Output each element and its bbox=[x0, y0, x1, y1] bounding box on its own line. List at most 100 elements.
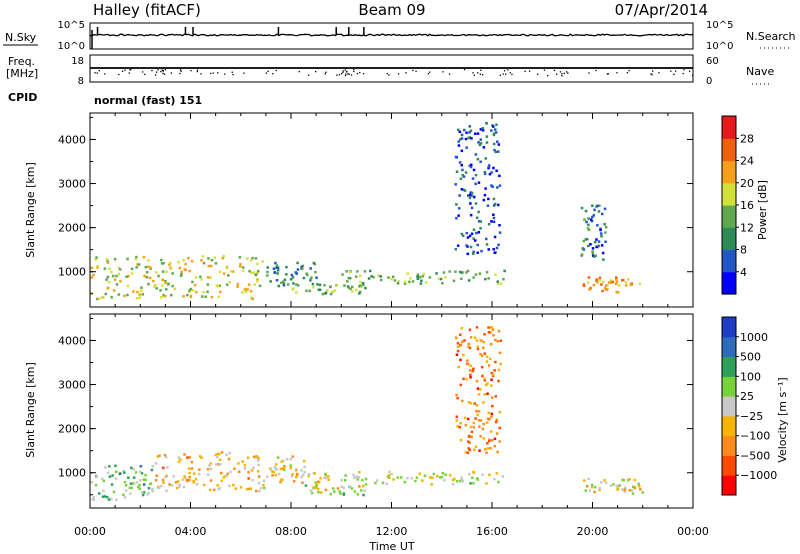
velocity-cell bbox=[188, 471, 191, 475]
nave-dot bbox=[96, 72, 98, 74]
velocity-cell bbox=[470, 430, 474, 434]
velocity-cell bbox=[463, 416, 467, 420]
velocity-cell bbox=[314, 481, 317, 484]
velocity-structure bbox=[304, 483, 367, 497]
velocity-cell bbox=[489, 331, 492, 334]
power-cell bbox=[466, 252, 469, 256]
velocity-cell bbox=[390, 473, 393, 476]
velocity-cell bbox=[490, 371, 494, 375]
velocity-cell bbox=[232, 483, 235, 487]
power-cell bbox=[621, 278, 624, 282]
power-cell bbox=[589, 243, 592, 246]
velocity-cell bbox=[459, 358, 462, 362]
power-cell bbox=[248, 269, 251, 273]
power-cell bbox=[228, 280, 232, 284]
velocity-cell bbox=[241, 460, 244, 463]
velocity-cell bbox=[468, 369, 472, 372]
velocity-cell bbox=[336, 487, 340, 490]
power-cell bbox=[305, 272, 308, 275]
velocity-cell bbox=[423, 474, 427, 477]
power-cell bbox=[494, 128, 497, 131]
nave-dot bbox=[405, 72, 407, 74]
power-cell bbox=[460, 149, 464, 153]
power-cell bbox=[585, 220, 588, 224]
power-cell bbox=[492, 132, 496, 135]
velocity-cell bbox=[282, 468, 286, 472]
power-cell bbox=[465, 131, 468, 134]
power-cell bbox=[479, 128, 483, 131]
velocity-cell bbox=[628, 478, 631, 481]
velocity-cell bbox=[251, 478, 254, 482]
velocity-cell bbox=[455, 480, 459, 483]
power-cell bbox=[291, 276, 295, 279]
power-colorbar-tick-label: 20 bbox=[740, 177, 754, 190]
power-cell bbox=[315, 276, 318, 279]
velocity-cell bbox=[176, 480, 180, 483]
power-cell bbox=[119, 280, 122, 283]
power-cell bbox=[487, 223, 491, 226]
power-cell bbox=[468, 164, 471, 167]
velocity-cell bbox=[627, 478, 630, 482]
velocity-cell bbox=[319, 476, 322, 480]
velocity-cell bbox=[638, 485, 641, 488]
power-cell bbox=[103, 267, 107, 270]
power-cell bbox=[482, 198, 486, 202]
velocity-cell bbox=[218, 458, 222, 461]
velocity-cell bbox=[227, 457, 231, 461]
velocity-cell bbox=[469, 425, 473, 429]
velocity-cell bbox=[472, 471, 476, 474]
power-cell bbox=[587, 244, 590, 248]
power-cell bbox=[406, 272, 409, 275]
velocity-cell bbox=[464, 451, 468, 454]
velocity-cell bbox=[616, 485, 620, 488]
velocity-cell bbox=[257, 456, 260, 460]
velocity-cell bbox=[479, 419, 483, 422]
velocity-colorbar-tick-label: 100 bbox=[740, 370, 761, 383]
velocity-cell bbox=[315, 484, 318, 487]
power-cell bbox=[295, 291, 298, 294]
velocity-cell bbox=[101, 495, 105, 498]
power-cell bbox=[359, 280, 362, 284]
velocity-cell bbox=[462, 377, 465, 381]
velocity-cell bbox=[497, 329, 501, 333]
power-cell bbox=[305, 289, 308, 292]
power-cell bbox=[494, 131, 498, 134]
power-cell bbox=[155, 271, 158, 274]
power-cell bbox=[502, 278, 505, 281]
power-cell bbox=[204, 295, 207, 298]
velocity-cell bbox=[364, 477, 368, 481]
power-cell bbox=[624, 284, 628, 287]
nave-dot bbox=[386, 72, 388, 75]
power-cell bbox=[468, 131, 471, 134]
nave-dot bbox=[347, 73, 349, 75]
velocity-cell bbox=[172, 475, 175, 478]
velocity-cell bbox=[360, 489, 363, 492]
power-cell bbox=[485, 141, 489, 144]
velocity-cell bbox=[246, 456, 250, 459]
velocity-cell bbox=[316, 480, 320, 483]
velocity-cell bbox=[340, 485, 343, 488]
power-cell bbox=[498, 224, 501, 227]
velocity-cell bbox=[257, 470, 260, 473]
power-cell bbox=[193, 283, 197, 287]
power-cell bbox=[251, 256, 254, 260]
power-cell bbox=[140, 286, 143, 289]
velocity-cell bbox=[154, 478, 158, 482]
power-cell bbox=[595, 278, 599, 281]
power-cell bbox=[138, 293, 141, 296]
velocity-cell bbox=[490, 415, 493, 418]
velocity-cell bbox=[467, 342, 471, 346]
velocity-cell bbox=[110, 497, 113, 501]
velocity-cell bbox=[132, 468, 135, 471]
power-cell bbox=[136, 290, 139, 294]
velocity-cell bbox=[479, 435, 482, 438]
velocity-cell bbox=[456, 349, 460, 353]
power-cell bbox=[188, 269, 191, 273]
power-cell bbox=[483, 170, 487, 174]
power-cell bbox=[477, 181, 481, 184]
power-cell bbox=[227, 274, 230, 277]
velocity-cell bbox=[466, 362, 470, 366]
velocity-cell bbox=[358, 470, 361, 474]
velocity-cell bbox=[452, 482, 455, 486]
power-cell bbox=[216, 285, 220, 288]
